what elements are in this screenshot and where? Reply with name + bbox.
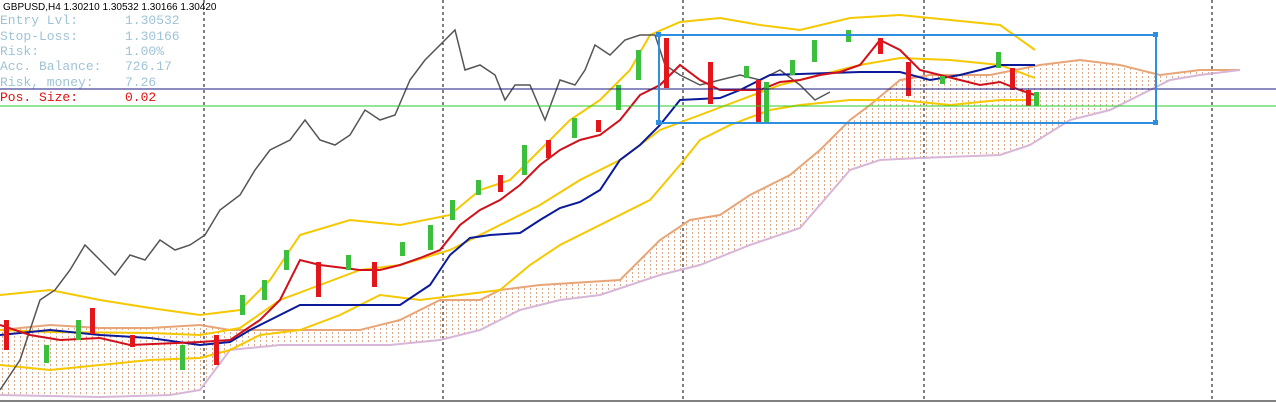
panel-label: Risk, money: <box>0 75 94 90</box>
panel-label: Acc. Balance: <box>0 59 101 74</box>
panel-value: 1.30166 <box>125 29 180 44</box>
panel-value: 7.26 <box>125 75 156 90</box>
panel-value: 726.17 <box>125 59 172 74</box>
symbol-header: GBPUSD,H4 1.30210 1.30532 1.30166 1.3042… <box>3 2 217 13</box>
kijun-sen <box>0 64 1035 347</box>
panel-label: Risk: <box>0 44 39 59</box>
panel-value: 1.30532 <box>125 13 180 28</box>
candles <box>4 30 1039 370</box>
box-handles <box>656 32 1158 125</box>
range-box[interactable] <box>658 34 1157 124</box>
tenkan-sen <box>0 38 1036 347</box>
position-panel: Entry Lvl: 1.30532 Stop-Loss: 1.30166 Ri… <box>0 13 180 105</box>
senkou-span-a <box>0 58 1240 331</box>
panel-value: 0.02 <box>125 90 156 105</box>
senkou-span-b <box>0 69 1241 399</box>
panel-value: 1.00% <box>125 44 164 59</box>
panel-label: Stop-Loss: <box>0 29 78 44</box>
ichimoku-cloud <box>0 60 1240 397</box>
panel-label: Entry Lvl: <box>0 13 78 28</box>
panel-label: Pos. Size: <box>0 90 78 105</box>
